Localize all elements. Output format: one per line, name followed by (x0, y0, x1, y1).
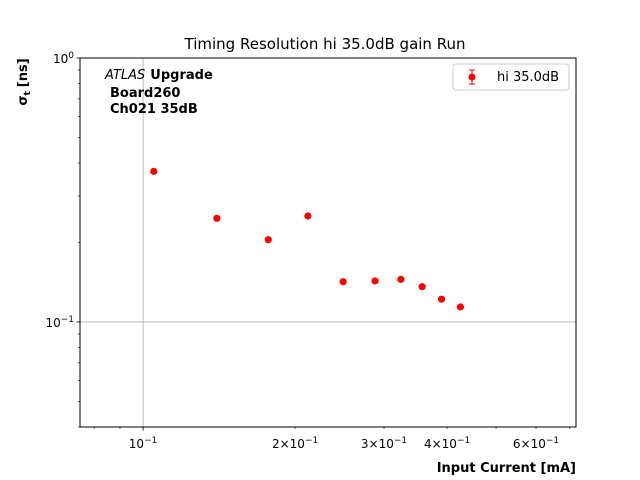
y-tick-label: 100 (53, 51, 74, 66)
x-axis-label: Input Current [mA] (437, 461, 576, 476)
data-point (339, 278, 347, 286)
data-point (150, 167, 158, 175)
chart-title: Timing Resolution hi 35.0dB gain Run (184, 35, 466, 53)
annotation-line-3: Ch021 35dB (110, 102, 198, 117)
x-axis-ticks: 10−1 2×10−1 3×10−1 4×10−1 6×10−1 (93, 427, 571, 451)
plot-area (80, 58, 576, 427)
data-points (150, 167, 464, 311)
y-axis-label: σt [ns] (16, 58, 33, 105)
annotation-atlas: ATLAS (104, 68, 145, 83)
x-tick-label: 4×10−1 (424, 436, 470, 451)
x-tick-label: 3×10−1 (361, 436, 407, 451)
data-point (264, 236, 272, 244)
annotation-line-1: ATLAS Upgrade (104, 68, 213, 83)
data-point (437, 295, 446, 303)
y-tick-label: 10−1 (45, 315, 74, 330)
data-point (456, 303, 464, 311)
x-tick-label: 6×10−1 (513, 436, 559, 451)
data-point (304, 212, 312, 220)
legend-label: hi 35.0dB (497, 70, 559, 85)
y-axis-label-subscript: t (23, 91, 33, 96)
legend-box (452, 63, 570, 91)
y-axis-label-symbol: σ (16, 96, 31, 106)
legend-marker (468, 73, 476, 81)
atlas-annotation: ATLAS Upgrade Board260 Ch021 35dB (104, 68, 213, 117)
data-point (213, 214, 221, 222)
annotation-upgrade: Upgrade (150, 68, 213, 83)
grid-lines (80, 58, 576, 427)
y-axis-label-unit: [ns] (16, 58, 31, 87)
legend: hi 35.0dB (452, 63, 570, 91)
data-point (418, 283, 426, 291)
data-point (371, 277, 379, 285)
x-tick-label: 10−1 (129, 436, 158, 451)
y-axis-ticks: 100 10−1 (45, 51, 80, 428)
data-point (397, 275, 405, 283)
x-tick-label: 2×10−1 (272, 436, 318, 451)
annotation-line-2: Board260 (110, 86, 180, 101)
